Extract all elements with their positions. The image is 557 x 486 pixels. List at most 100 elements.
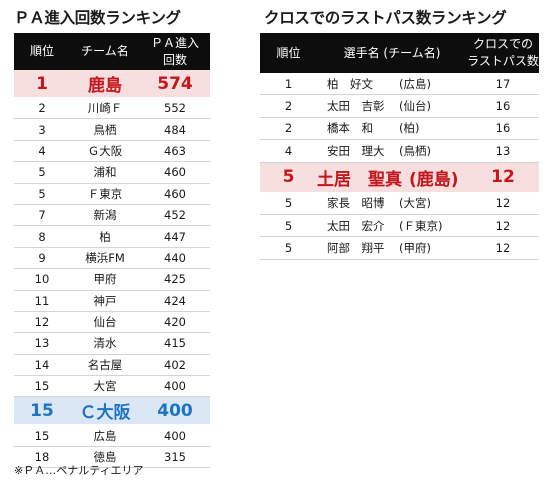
- rank-cell: 2: [260, 117, 317, 141]
- player-club: (広島): [399, 76, 431, 91]
- pa-table-header-row: 順位 チーム名 ＰＡ進入回数: [14, 33, 210, 70]
- pa-count-cell: 460: [140, 161, 210, 184]
- rank-cell: 5: [260, 214, 317, 238]
- player-name: 家長 昭博: [327, 196, 385, 211]
- player-club: (鳥栖): [399, 143, 431, 158]
- rank-cell: 11: [14, 290, 70, 312]
- cross-count-cell: 12: [467, 236, 539, 260]
- rank-cell: 15: [14, 375, 70, 398]
- table-row: 5 土居 聖真 (鹿島) 12: [260, 162, 539, 193]
- rank-cell: 2: [260, 94, 317, 118]
- team-cell: 徳島: [70, 446, 140, 469]
- rank-cell: 8: [14, 225, 70, 248]
- player-name: 柏 好文: [327, 76, 373, 91]
- table-row: 13 清水 415: [14, 332, 210, 355]
- player-cell: 土居 聖真 (鹿島): [317, 162, 467, 193]
- table-row: 15 広島 400: [14, 424, 210, 447]
- rank-cell: 10: [14, 268, 70, 291]
- team-cell: 新潟: [70, 204, 140, 227]
- table-row: 15 Ｃ大阪 400: [14, 396, 210, 426]
- player-name: 土居 聖真: [317, 169, 402, 190]
- rank-cell: 2: [14, 97, 70, 120]
- team-cell: Ｆ東京: [70, 183, 140, 205]
- cross-count-cell: 16: [467, 117, 539, 141]
- team-cell: Ｇ大阪: [70, 140, 140, 163]
- rank-column-header: 順位: [260, 33, 317, 73]
- pa-ranking-table: 順位 チーム名 ＰＡ進入回数 1 鹿島 574 2 川崎Ｆ 552 3 鳥栖 484 4 Ｇ大阪 46…: [14, 33, 210, 469]
- pa-count-cell: 424: [140, 290, 210, 312]
- team-cell: 鹿島: [70, 70, 140, 98]
- rank-cell: 13: [14, 332, 70, 355]
- rank-cell: 18: [14, 446, 70, 469]
- cross-ranking-title: クロスでのラストパス数ランキング: [264, 9, 507, 27]
- table-row: 7 新潟 452: [14, 204, 210, 227]
- player-name: 橋本 和: [327, 121, 373, 136]
- player-name: 安田 理大: [327, 143, 385, 158]
- table-row: 10 甲府 425: [14, 268, 210, 291]
- table-row: 9 横浜FM 440: [14, 247, 210, 270]
- team-cell: 清水: [70, 332, 140, 355]
- table-row: 5 浦和 460: [14, 161, 210, 184]
- cross-count-column-header: クロスでのラストパス数: [467, 33, 539, 73]
- rank-cell: 14: [14, 354, 70, 377]
- table-row: 5 Ｆ東京 460: [14, 183, 210, 205]
- pa-count-cell: 425: [140, 268, 210, 291]
- player-cell: 太田 宏介 (Ｆ東京): [317, 214, 467, 238]
- player-name: 太田 宏介: [327, 218, 385, 233]
- team-cell: Ｃ大阪: [70, 396, 140, 426]
- player-cell: 阿部 翔平 (甲府): [317, 236, 467, 260]
- rank-cell: 5: [14, 183, 70, 205]
- table-row: 8 柏 447: [14, 225, 210, 248]
- pa-count-cell: 452: [140, 204, 210, 227]
- rank-cell: 4: [260, 139, 317, 163]
- pa-count-cell: 460: [140, 183, 210, 205]
- rank-cell: 5: [260, 236, 317, 260]
- table-row: 12 仙台 420: [14, 311, 210, 334]
- pa-footnote: ※ＰＡ…ペナルティエリア: [14, 464, 144, 477]
- pa-count-cell: 440: [140, 247, 210, 270]
- player-club: (柏): [399, 121, 420, 136]
- table-row: 11 神戸 424: [14, 290, 210, 312]
- player-cell: 太田 吉彰 (仙台): [317, 94, 467, 118]
- rank-cell: 15: [14, 424, 70, 447]
- rank-cell: 7: [14, 204, 70, 227]
- pa-count-cell: 402: [140, 354, 210, 377]
- team-cell: 浦和: [70, 161, 140, 184]
- rank-cell: 4: [14, 140, 70, 163]
- table-row: 14 名古屋 402: [14, 354, 210, 377]
- rank-cell: 12: [14, 311, 70, 334]
- cross-count-cell: 17: [467, 73, 539, 96]
- cross-count-cell: 13: [467, 139, 539, 163]
- team-cell: 甲府: [70, 268, 140, 291]
- table-row: 5 家長 昭博 (大宮) 12: [260, 192, 539, 215]
- player-club: (鹿島): [409, 169, 459, 190]
- pa-count-cell: 447: [140, 225, 210, 248]
- rank-cell: 5: [14, 161, 70, 184]
- player-column-header: 選手名 (チーム名): [317, 33, 467, 73]
- pa-count-header-label: ＰＡ進入回数: [150, 35, 199, 67]
- cross-count-cell: 16: [467, 94, 539, 118]
- rank-cell: 5: [260, 162, 317, 193]
- table-row: 3 鳥栖 484: [14, 118, 210, 141]
- pa-count-column-header: ＰＡ進入回数: [140, 33, 210, 70]
- player-cell: 家長 昭博 (大宮): [317, 192, 467, 215]
- rank-cell: 1: [14, 70, 70, 98]
- player-name: 阿部 翔平: [327, 241, 385, 256]
- player-club: (仙台): [399, 99, 431, 114]
- team-cell: 広島: [70, 424, 140, 447]
- team-cell: 名古屋: [70, 354, 140, 377]
- pa-count-cell: 400: [140, 424, 210, 447]
- pa-ranking-title: ＰＡ進入回数ランキング: [14, 9, 181, 27]
- player-cell: 柏 好文 (広島): [317, 73, 467, 96]
- table-row: 18 徳島 315: [14, 446, 210, 469]
- rank-cell: 1: [260, 73, 317, 96]
- pa-count-cell: 574: [140, 70, 210, 98]
- table-row: 5 太田 宏介 (Ｆ東京) 12: [260, 214, 539, 238]
- table-row: 2 太田 吉彰 (仙台) 16: [260, 94, 539, 118]
- team-cell: 柏: [70, 225, 140, 248]
- table-row: 4 Ｇ大阪 463: [14, 140, 210, 163]
- team-cell: 仙台: [70, 311, 140, 334]
- pa-count-cell: 484: [140, 118, 210, 141]
- pa-count-cell: 400: [140, 375, 210, 398]
